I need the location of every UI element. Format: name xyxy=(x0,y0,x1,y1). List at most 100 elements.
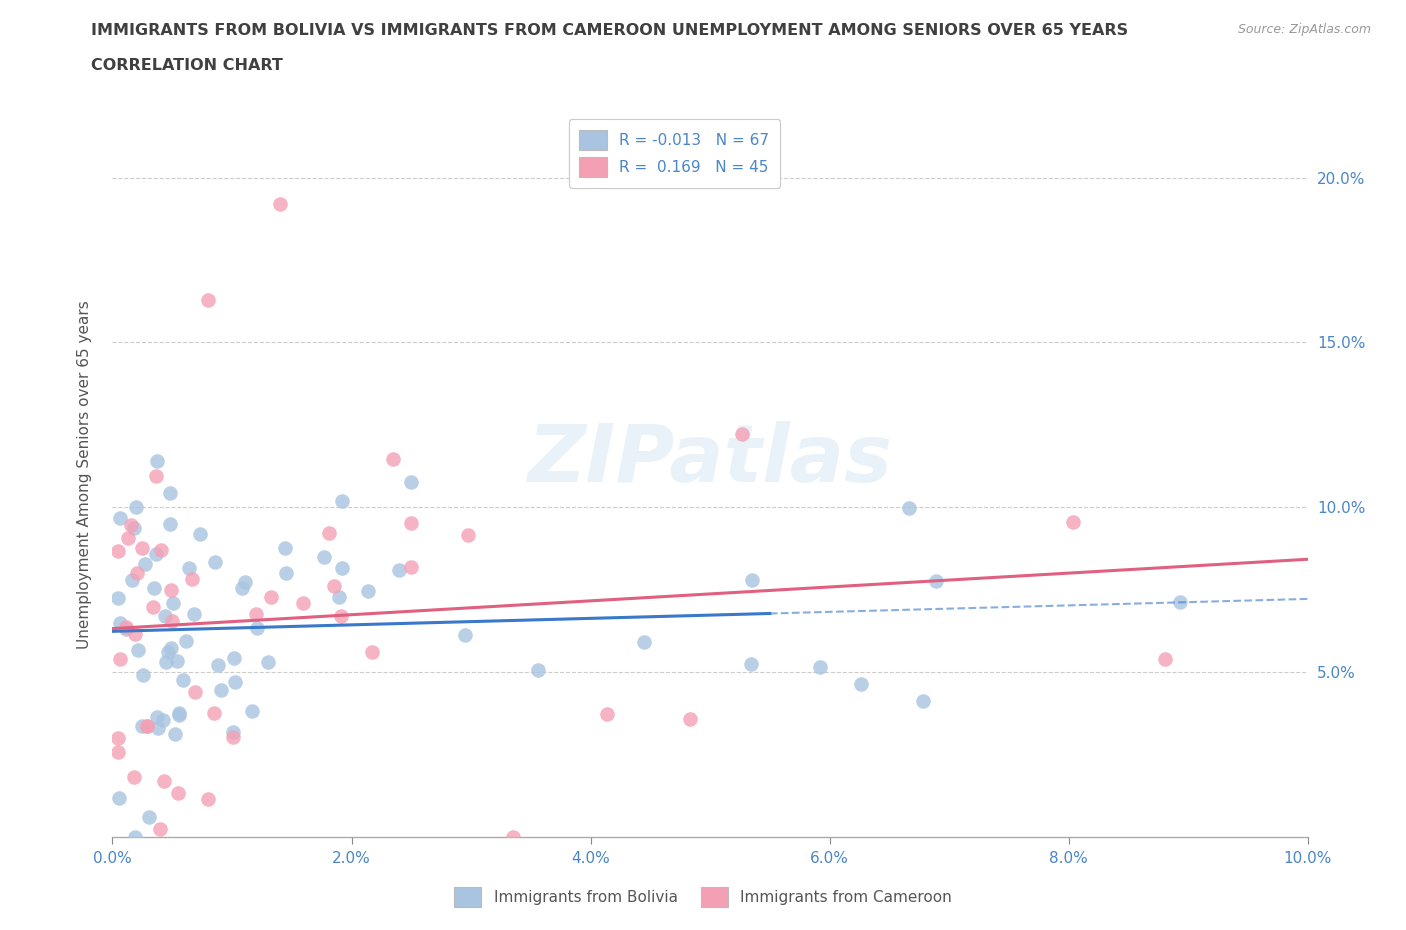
Point xyxy=(142,600,165,615)
Point xyxy=(159,582,181,597)
Point xyxy=(197,292,219,307)
Point xyxy=(152,773,174,788)
Point xyxy=(388,563,411,578)
Point xyxy=(401,474,423,489)
Point xyxy=(911,694,934,709)
Point xyxy=(209,683,232,698)
Point xyxy=(204,554,226,569)
Point xyxy=(596,707,619,722)
Point xyxy=(149,543,172,558)
Point xyxy=(166,654,188,669)
Point xyxy=(148,721,170,736)
Point xyxy=(145,468,167,483)
Point xyxy=(245,607,267,622)
Point xyxy=(741,573,763,588)
Point xyxy=(242,703,264,718)
Point xyxy=(312,550,335,565)
Point xyxy=(124,830,146,844)
Point xyxy=(273,541,295,556)
Point xyxy=(110,651,132,666)
Point xyxy=(115,621,138,636)
Point xyxy=(136,719,159,734)
Point xyxy=(180,572,202,587)
Point xyxy=(382,451,405,466)
Point xyxy=(146,454,169,469)
Point xyxy=(108,616,131,631)
Point xyxy=(127,565,149,580)
Point xyxy=(231,580,253,595)
Point xyxy=(120,517,142,532)
Point xyxy=(1154,652,1177,667)
Point xyxy=(131,719,153,734)
Point xyxy=(172,673,194,688)
Point xyxy=(167,705,190,720)
Point xyxy=(145,547,167,562)
Point xyxy=(260,590,283,604)
Point xyxy=(127,643,149,658)
Point xyxy=(132,667,155,682)
Point xyxy=(115,619,138,634)
Point xyxy=(740,657,762,671)
Point xyxy=(246,620,269,635)
Point xyxy=(292,595,315,610)
Point xyxy=(124,520,146,535)
Point xyxy=(160,641,183,656)
Point xyxy=(851,677,873,692)
Point xyxy=(159,485,181,500)
Point xyxy=(135,718,157,733)
Point xyxy=(1168,595,1191,610)
Point xyxy=(163,726,186,741)
Point xyxy=(107,744,129,759)
Point xyxy=(121,572,143,587)
Point xyxy=(1062,514,1084,529)
Point xyxy=(224,675,246,690)
Point xyxy=(357,583,380,598)
Point xyxy=(269,196,291,211)
Point xyxy=(222,650,245,665)
Point xyxy=(117,530,139,545)
Point xyxy=(167,708,190,723)
Point xyxy=(162,595,184,610)
Point xyxy=(138,809,160,824)
Point xyxy=(330,494,353,509)
Point xyxy=(502,830,524,844)
Point xyxy=(124,627,146,642)
Point xyxy=(401,515,423,530)
Point xyxy=(924,573,946,588)
Text: CORRELATION CHART: CORRELATION CHART xyxy=(91,58,283,73)
Point xyxy=(122,769,145,784)
Point xyxy=(153,609,176,624)
Point xyxy=(207,658,229,672)
Text: ZIPatlas: ZIPatlas xyxy=(527,420,893,498)
Point xyxy=(330,561,353,576)
Point xyxy=(222,724,245,739)
Point xyxy=(108,790,131,805)
Point xyxy=(131,541,153,556)
Point xyxy=(134,556,156,571)
Legend: R = -0.013   N = 67, R =  0.169   N = 45: R = -0.013 N = 67, R = 0.169 N = 45 xyxy=(568,119,780,188)
Point xyxy=(176,633,198,648)
Point xyxy=(361,644,384,659)
Point xyxy=(329,608,352,623)
Point xyxy=(184,684,207,699)
Point xyxy=(457,527,479,542)
Point xyxy=(328,590,350,604)
Text: IMMIGRANTS FROM BOLIVIA VS IMMIGRANTS FROM CAMEROON UNEMPLOYMENT AMONG SENIORS O: IMMIGRANTS FROM BOLIVIA VS IMMIGRANTS FR… xyxy=(91,23,1129,38)
Point xyxy=(197,791,219,806)
Point xyxy=(527,663,550,678)
Point xyxy=(898,501,921,516)
Point xyxy=(167,786,190,801)
Point xyxy=(156,644,179,659)
Point xyxy=(108,511,131,525)
Point xyxy=(221,730,243,745)
Point xyxy=(107,544,129,559)
Point xyxy=(177,560,200,575)
Point xyxy=(318,525,340,540)
Point xyxy=(143,580,166,595)
Point xyxy=(454,627,477,642)
Point xyxy=(731,427,754,442)
Point xyxy=(276,565,298,580)
Point xyxy=(125,499,148,514)
Point xyxy=(107,730,129,745)
Point xyxy=(107,591,129,605)
